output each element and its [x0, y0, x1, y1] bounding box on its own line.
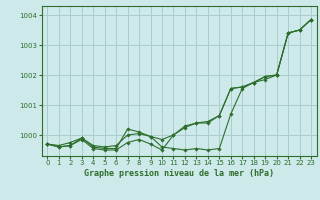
X-axis label: Graphe pression niveau de la mer (hPa): Graphe pression niveau de la mer (hPa)	[84, 169, 274, 178]
